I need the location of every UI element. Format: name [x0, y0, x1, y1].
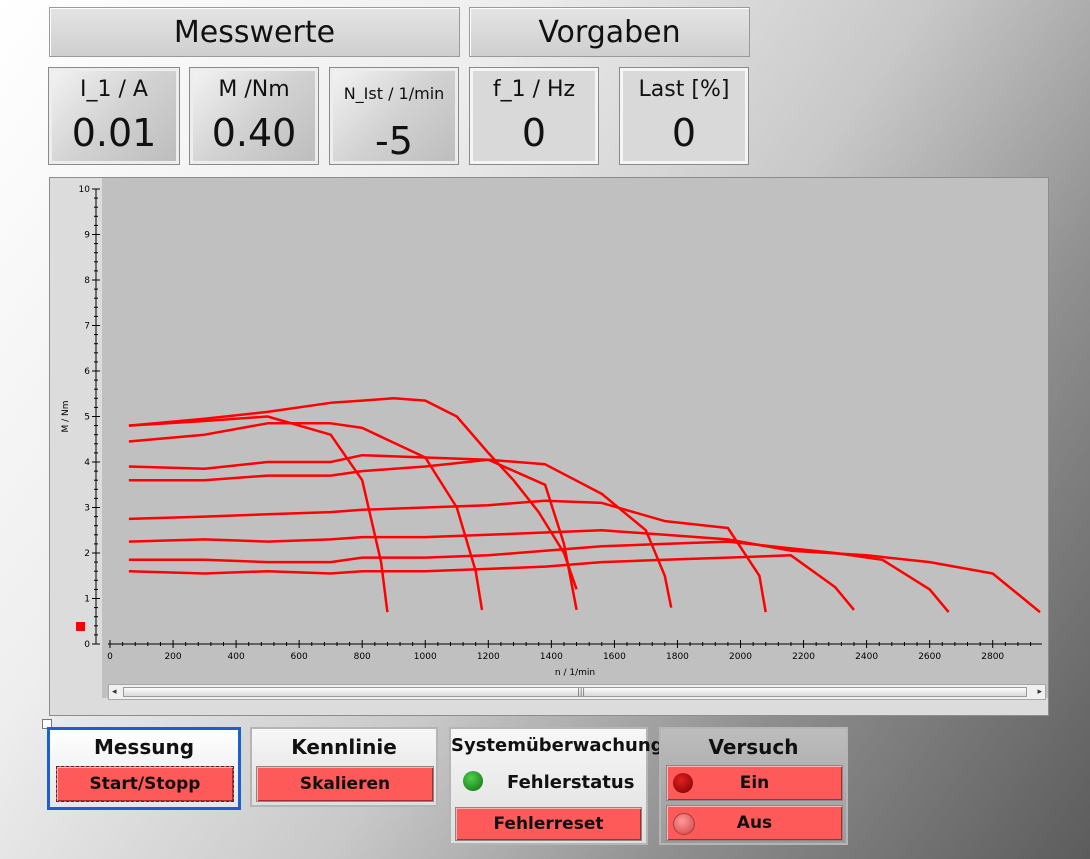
tile-frequency: f_1 / Hz 0: [469, 67, 599, 165]
x-tick-label: 800: [354, 652, 371, 662]
torque-speed-curve-8: [128, 415, 389, 613]
y-tick-label: 3: [84, 504, 90, 514]
torque-speed-curve-6: [128, 453, 578, 611]
tile-label: f_1 / Hz: [492, 77, 576, 102]
scrollbar-thumb[interactable]: [123, 687, 1027, 697]
torque-speed-curve-1: [128, 554, 855, 611]
y-tick-label: 1: [84, 595, 90, 605]
x-tick-label: 2800: [981, 652, 1004, 662]
x-tick-label: 1800: [666, 652, 689, 662]
x-tick-label: 1600: [603, 652, 626, 662]
curve-group: Kennlinie Skalieren: [250, 727, 438, 807]
x-tick-label: 0: [107, 652, 113, 662]
y-axis-marker: [76, 622, 85, 631]
tile-value: 0: [521, 111, 547, 155]
curve-title: Kennlinie: [291, 735, 397, 759]
measurement-group: Messung Start/Stopp: [47, 727, 241, 810]
error-status-label: Fehlerstatus: [507, 772, 635, 793]
torque-speed-curve-9: [128, 397, 578, 590]
tile-speed: N_Ist / 1/min -5: [329, 67, 459, 165]
y-tick-label: 0: [84, 640, 90, 650]
x-tick-label: 2000: [729, 652, 752, 662]
scroll-right-icon[interactable]: ▸: [1037, 687, 1042, 697]
y-tick-label: 7: [84, 322, 90, 332]
start-stop-button[interactable]: Start/Stopp: [56, 766, 234, 802]
tile-value: -5: [375, 119, 413, 163]
trial-off-label: Aus: [736, 813, 773, 833]
trial-group: Versuch Ein Aus: [659, 727, 848, 845]
tile-load: Last [%] 0: [619, 67, 749, 165]
scrollbar-grip-icon: |||: [577, 687, 586, 696]
x-tick-label: 200: [164, 652, 181, 662]
y-tick-label: 8: [84, 276, 90, 286]
torque-speed-curve-5: [128, 458, 673, 608]
trial-on-label: Ein: [739, 773, 770, 793]
monitor-group: Systemüberwachung Fehlerstatus Fehlerres…: [449, 727, 664, 845]
tile-value: 0.01: [71, 111, 157, 155]
chart-svg: 0 1 2 3 4 5 6 7 8 9 10 M / Nm 0 200 400 600 800 1000 1200 1…: [61, 185, 1042, 678]
tile-torque: M /Nm 0.40: [189, 67, 319, 165]
scroll-left-icon[interactable]: ◂: [112, 687, 117, 697]
on-led-icon: [673, 773, 693, 793]
x-axis-label: n / 1/min: [555, 668, 595, 678]
targets-header: Vorgaben: [469, 7, 750, 57]
y-tick-label: 10: [79, 185, 91, 195]
off-led-icon: [673, 813, 695, 835]
torque-speed-curve-4: [128, 499, 767, 613]
tile-label: M /Nm: [218, 77, 290, 102]
trial-on-button[interactable]: Ein: [666, 765, 843, 801]
torque-speed-curve-3: [128, 529, 1041, 614]
torque-speed-curve-7: [128, 422, 484, 611]
x-tick-label: 1000: [414, 652, 437, 662]
y-tick-label: 6: [84, 367, 90, 377]
y-tick-label: 4: [84, 458, 90, 468]
x-tick-label: 1200: [477, 652, 500, 662]
trial-off-button[interactable]: Aus: [666, 805, 843, 841]
trial-title: Versuch: [708, 735, 799, 759]
measurement-title: Messung: [93, 735, 195, 759]
characteristic-chart: 0 1 2 3 4 5 6 7 8 9 10 M / Nm 0 200 400 600 800 1000 1200 1…: [49, 177, 1049, 716]
horizontal-scrollbar[interactable]: ◂ ||| ▸: [108, 684, 1046, 700]
x-tick-label: 400: [228, 652, 245, 662]
plot-area: [102, 178, 1048, 698]
x-tick-label: 2400: [855, 652, 878, 662]
measured-values-header: Messwerte: [49, 7, 460, 57]
tile-current: I_1 / A 0.01: [48, 67, 180, 165]
x-tick-label: 600: [291, 652, 308, 662]
error-reset-button[interactable]: Fehlerreset: [455, 807, 642, 841]
monitor-title: Systemüberwachung: [451, 735, 664, 756]
scale-button[interactable]: Skalieren: [256, 766, 434, 802]
tile-label: I_1 / A: [80, 77, 148, 102]
y-tick-label: 9: [84, 231, 90, 241]
y-tick-label: 2: [84, 549, 90, 559]
tile-label: Last [%]: [638, 77, 730, 102]
x-tick-label: 2200: [792, 652, 815, 662]
torque-speed-curve-2: [128, 540, 950, 613]
tile-value: 0.40: [211, 111, 297, 155]
x-tick-label: 1400: [540, 652, 563, 662]
tile-label: N_Ist / 1/min: [343, 84, 445, 103]
tile-value: 0: [671, 111, 697, 155]
status-led-icon: [463, 771, 483, 791]
y-tick-label: 5: [84, 413, 90, 423]
y-axis-label: M / Nm: [61, 400, 71, 432]
x-tick-label: 2600: [918, 652, 941, 662]
